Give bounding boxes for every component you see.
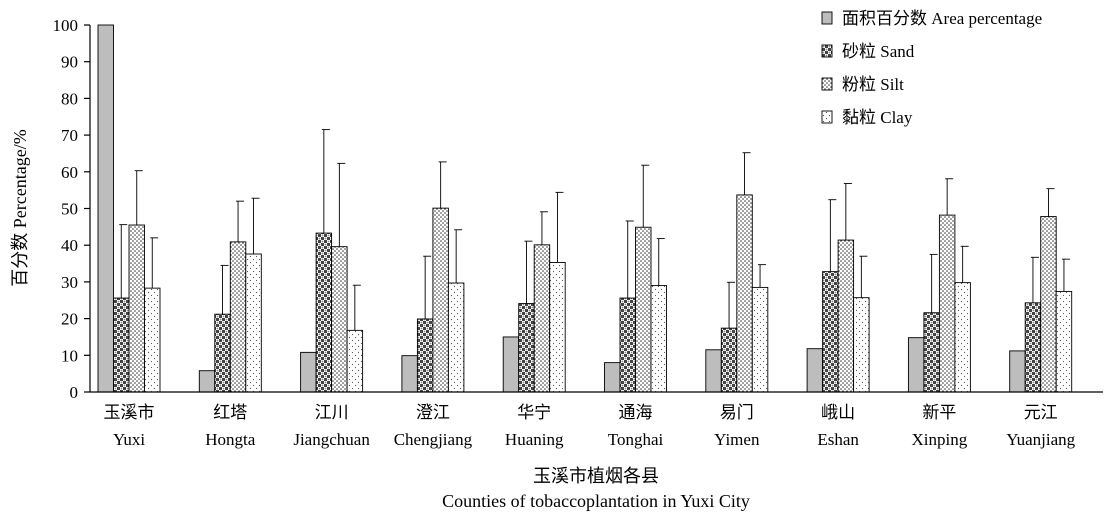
legend-swatch-dark-checker — [821, 44, 833, 58]
x-category-en: Eshan — [817, 430, 859, 449]
bar-sparse-dots-5 — [650, 285, 667, 393]
y-tick-label: 90 — [61, 53, 78, 72]
bar-solid-gray-3 — [401, 355, 418, 393]
x-category-cn: 江川 — [315, 403, 349, 422]
y-axis-title: 百分数 Percentage/% — [10, 129, 30, 286]
bar-dark-checker-1 — [214, 313, 231, 393]
bar-sparse-dots-1 — [245, 253, 262, 393]
x-category-cn: 新平 — [922, 403, 956, 422]
bar-solid-gray-0 — [97, 24, 114, 393]
x-category-cn: 澄江 — [416, 403, 450, 422]
bar-dark-checker-2 — [315, 232, 333, 393]
bar-solid-gray-1 — [198, 370, 216, 393]
bar-dotted-6 — [736, 194, 753, 393]
x-category-en: Huaning — [505, 430, 564, 449]
x-category-cn: 玉溪市 — [104, 403, 155, 422]
x-axis-title-en: Counties of tobaccoplantation in Yuxi Ci… — [442, 491, 750, 511]
x-category-en: Yuxi — [113, 430, 145, 449]
x-categories-layer: 玉溪市 Yuxi 红塔 Hongta 江川 Jiangchuan 澄江 Chengjiang 华… — [104, 403, 1076, 449]
bar-sparse-dots-2 — [346, 329, 364, 393]
bar-dark-checker-5 — [619, 297, 636, 393]
bar-solid-gray-8 — [907, 337, 925, 393]
bar-solid-gray-2 — [300, 351, 317, 393]
bar-dotted-9 — [1040, 216, 1057, 393]
bar-dotted-7 — [837, 239, 855, 393]
bar-solid-gray-5 — [604, 362, 621, 393]
y-tick-label: 20 — [61, 310, 78, 329]
x-category-cn: 红塔 — [213, 403, 247, 422]
legend-swatch-dotted — [821, 77, 833, 91]
bar-sparse-dots-6 — [751, 286, 769, 393]
bar-dotted-0 — [128, 224, 145, 393]
legend-swatch-sparse-dots — [821, 110, 833, 124]
y-tick-label: 10 — [61, 346, 78, 365]
bar-dark-checker-8 — [923, 312, 940, 393]
x-category-cn: 元江 — [1024, 403, 1058, 422]
bar-dotted-1 — [229, 241, 247, 393]
x-category-en: Jiangchuan — [293, 430, 370, 449]
bar-dotted-4 — [533, 244, 551, 393]
legend-label: 面积百分数 Area percentage — [842, 9, 1042, 28]
bar-sparse-dots-4 — [549, 261, 566, 393]
bar-dotted-8 — [938, 214, 956, 393]
x-category-en: Chengjiang — [394, 430, 473, 449]
bar-solid-gray-4 — [502, 336, 520, 393]
x-category-en: Yimen — [714, 430, 760, 449]
y-tick-label: 50 — [61, 200, 78, 219]
bar-dark-checker-9 — [1024, 302, 1042, 393]
legend-swatch-solid-gray — [821, 11, 833, 25]
y-tick-label: 60 — [61, 163, 78, 182]
legend-label: 砂粒 Sand — [842, 42, 915, 61]
bar-sparse-dots-7 — [853, 297, 870, 393]
x-axis-title-cn: 玉溪市植烟各县 — [533, 466, 659, 486]
bar-dotted-2 — [331, 246, 348, 393]
bar-dotted-5 — [635, 226, 652, 393]
bar-sparse-dots-3 — [447, 282, 465, 393]
x-category-cn: 易门 — [720, 403, 754, 422]
y-tick-label: 100 — [53, 16, 79, 35]
bar-dark-checker-7 — [822, 271, 839, 393]
legend-label: 粉粒 Silt — [842, 75, 904, 94]
y-tick-label: 80 — [61, 89, 78, 108]
error-bars-layer — [119, 129, 1070, 331]
bars-layer — [97, 24, 1073, 393]
bar-sparse-dots-8 — [954, 282, 971, 393]
x-category-en: Tonghai — [608, 430, 664, 449]
y-tick-label: 70 — [61, 126, 78, 145]
legend-label: 黏粒 Clay — [842, 108, 913, 127]
bar-dark-checker-4 — [518, 303, 535, 393]
bar-dotted-3 — [432, 207, 449, 393]
bar-solid-gray-6 — [705, 349, 722, 393]
y-tick-label: 30 — [61, 273, 78, 292]
y-tick-label: 40 — [61, 236, 78, 255]
y-ticks-layer: 0 10 20 30 40 50 60 70 80 90 100 — [53, 16, 90, 402]
x-category-en: Yuanjiang — [1006, 430, 1075, 449]
x-category-cn: 通海 — [619, 403, 653, 422]
x-category-en: Xinping — [912, 430, 968, 449]
bar-solid-gray-9 — [1009, 350, 1026, 393]
y-tick-label: 0 — [70, 383, 79, 402]
x-category-cn: 峨山 — [821, 403, 855, 422]
bar-dark-checker-0 — [113, 297, 130, 393]
bar-solid-gray-7 — [806, 348, 824, 393]
bar-dark-checker-6 — [720, 327, 738, 393]
bar-sparse-dots-9 — [1055, 290, 1073, 393]
x-category-en: Hongta — [205, 430, 256, 449]
bar-dark-checker-3 — [416, 318, 434, 393]
bar-sparse-dots-0 — [144, 287, 161, 393]
x-category-cn: 华宁 — [517, 403, 551, 422]
legend: 面积百分数 Area percentage 砂粒 Sand 粉粒 Silt 黏粒 Cl… — [821, 9, 1042, 127]
